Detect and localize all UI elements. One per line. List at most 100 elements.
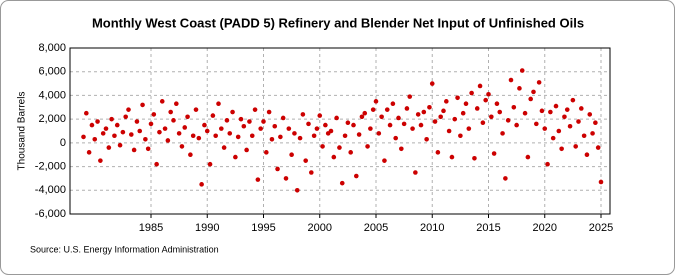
point [159, 99, 165, 104]
x-tick-label: 2000 [308, 222, 332, 234]
point [247, 119, 252, 124]
point [587, 112, 593, 117]
point [221, 145, 227, 150]
point [193, 107, 199, 112]
point [441, 108, 446, 114]
point [244, 147, 249, 153]
point [143, 137, 148, 142]
y-tick-label: 4,000 [38, 89, 66, 101]
point [508, 77, 514, 83]
point [373, 99, 379, 104]
point [376, 131, 382, 136]
point [404, 106, 410, 111]
point [334, 115, 339, 121]
point [435, 150, 441, 155]
point [536, 80, 542, 85]
x-tick-label: 1985 [139, 222, 163, 234]
x-tick-label: 2005 [364, 222, 388, 234]
point [216, 101, 221, 107]
point [427, 104, 432, 110]
point [432, 119, 438, 124]
point [84, 110, 89, 116]
point [528, 96, 533, 102]
point [92, 137, 98, 142]
point [280, 115, 286, 121]
point [311, 133, 317, 139]
point [382, 158, 387, 163]
point [446, 128, 452, 134]
point [503, 176, 508, 181]
point [272, 123, 278, 129]
point [460, 110, 466, 116]
point [348, 150, 353, 155]
point [472, 155, 477, 161]
point [174, 101, 179, 107]
point [497, 109, 503, 115]
point [328, 128, 334, 134]
plot-border [69, 47, 611, 215]
point [415, 112, 421, 117]
point [309, 170, 314, 175]
point [514, 122, 519, 128]
point [579, 106, 584, 111]
point [356, 132, 362, 137]
point [399, 146, 404, 152]
point [258, 126, 263, 131]
point [393, 135, 398, 141]
point [286, 126, 292, 131]
point [458, 133, 463, 139]
point [342, 133, 348, 139]
point [570, 97, 576, 103]
point [278, 134, 283, 140]
point [100, 131, 106, 136]
point [275, 166, 280, 172]
point [584, 152, 590, 158]
x-tick-label: 2025 [589, 222, 613, 234]
point [182, 125, 188, 130]
point [413, 170, 418, 175]
point [542, 126, 548, 131]
point [384, 107, 390, 112]
point [401, 121, 407, 127]
point [185, 114, 190, 120]
point [534, 121, 539, 127]
point [317, 113, 323, 118]
point [480, 120, 486, 125]
point [466, 126, 472, 131]
point [545, 161, 550, 167]
point [463, 101, 469, 107]
point [379, 114, 384, 120]
point [269, 137, 275, 142]
point [199, 182, 204, 187]
point [505, 118, 511, 123]
point [556, 128, 562, 134]
point [390, 101, 396, 107]
point [261, 119, 266, 124]
point [204, 128, 210, 134]
point [255, 177, 261, 182]
point [162, 126, 168, 131]
point [452, 116, 458, 122]
point [345, 120, 351, 125]
x-tick-label: 1995 [251, 222, 275, 234]
point [331, 154, 337, 160]
point [98, 158, 103, 163]
point [224, 118, 230, 123]
point [109, 116, 114, 122]
point [145, 146, 151, 152]
point [176, 131, 182, 136]
point [154, 161, 159, 167]
point [449, 154, 455, 160]
point [407, 94, 413, 99]
y-tick-label: 0 [60, 137, 66, 149]
point [157, 129, 162, 135]
point [323, 122, 328, 128]
x-tick-label: 2020 [533, 222, 557, 234]
point [562, 114, 567, 120]
point [168, 109, 173, 115]
point [573, 144, 578, 149]
point [123, 114, 128, 120]
point [519, 68, 525, 73]
point [202, 122, 207, 128]
